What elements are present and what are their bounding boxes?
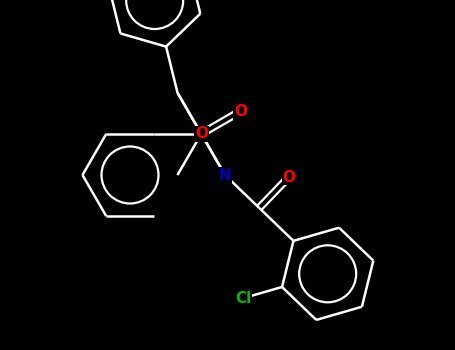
- Text: O: O: [195, 126, 208, 141]
- Text: N: N: [218, 168, 232, 182]
- Text: O: O: [283, 170, 295, 185]
- Text: Cl: Cl: [235, 291, 251, 306]
- Text: O: O: [234, 104, 247, 119]
